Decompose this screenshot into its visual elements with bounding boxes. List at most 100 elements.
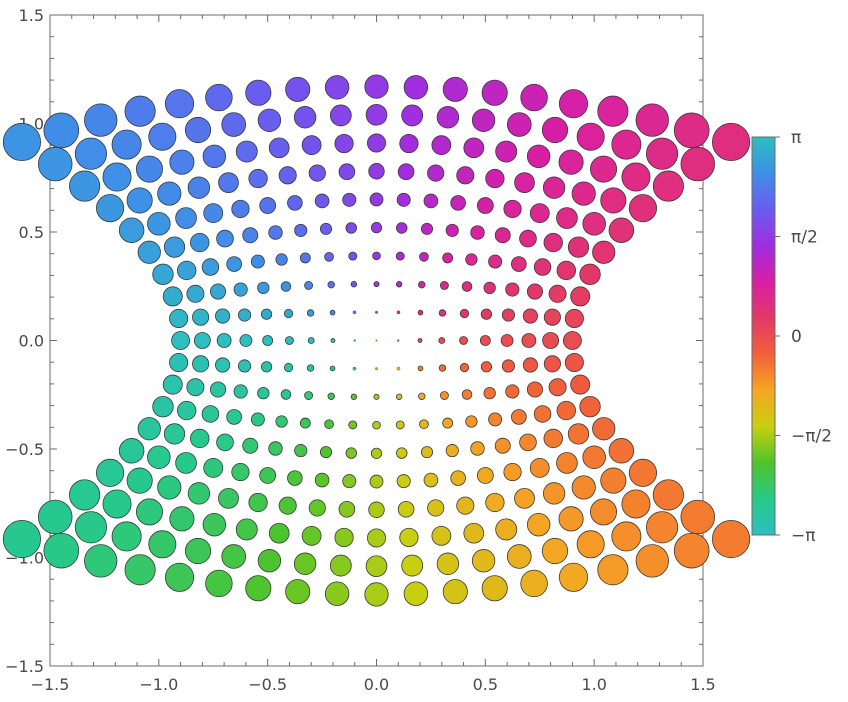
scatter-point [600, 467, 627, 494]
scatter-point [558, 89, 589, 119]
scatter-point [231, 462, 250, 482]
scatter-point [459, 362, 470, 373]
scatter-point [556, 260, 577, 281]
scatter-point [480, 361, 493, 373]
scatter-point [319, 446, 333, 459]
scatter-point [503, 199, 522, 219]
scatter-point [645, 137, 679, 170]
scatter-point [169, 308, 189, 328]
scatter-point [608, 438, 635, 464]
x-tick-label: −1.0 [139, 675, 178, 694]
scatter-point [463, 522, 485, 544]
scatter-point [395, 420, 405, 430]
scatter-point [192, 308, 210, 326]
scatter-point [221, 112, 247, 137]
scatter-point [431, 135, 452, 156]
scatter-point [445, 444, 459, 458]
scatter-point [420, 222, 434, 235]
colorbar-label: 0 [791, 327, 802, 347]
scatter-point [418, 280, 426, 289]
scatter-points [2, 74, 751, 607]
scatter-point [481, 79, 508, 106]
scatter-point [372, 251, 381, 261]
scatter-point [324, 75, 350, 100]
scatter-point [506, 544, 532, 569]
scatter-point [543, 232, 563, 253]
scatter-point [235, 518, 258, 541]
scatter-point [338, 163, 356, 180]
scatter-point [541, 116, 569, 144]
scatter-point [96, 458, 125, 487]
scatter-point [450, 470, 466, 486]
scatter-point [301, 135, 322, 156]
scatter-point [571, 181, 596, 206]
scatter-point [485, 492, 505, 513]
scatter-point [205, 83, 233, 112]
scatter-point [542, 176, 566, 199]
scatter-point [169, 353, 189, 373]
scatter-point [242, 227, 259, 244]
scatter-point [370, 447, 383, 459]
scatter-point [450, 195, 466, 211]
scatter-point [431, 525, 452, 546]
scatter-point [306, 309, 315, 317]
scatter-point [375, 339, 378, 342]
scatter-point [396, 447, 408, 459]
scatter-point [345, 222, 357, 234]
scatter-point [471, 549, 496, 573]
scatter-point [307, 337, 315, 344]
scatter-point [372, 420, 381, 430]
scatter-point [126, 187, 153, 214]
scatter-point [533, 258, 552, 276]
scatter-point [137, 240, 161, 264]
scatter-point [483, 281, 496, 295]
scatter-point [368, 163, 385, 180]
scatter-point [582, 445, 606, 470]
scatter-point [324, 251, 334, 262]
scatter-point [556, 207, 578, 229]
scatter-point [558, 149, 584, 175]
scatter-point [522, 357, 538, 373]
scatter-point [314, 193, 330, 209]
scatter-point [635, 544, 669, 578]
scatter-point [505, 384, 520, 399]
scatter-point [470, 441, 485, 456]
scatter-point [548, 284, 567, 303]
scatter-point [592, 240, 616, 264]
scatter-point [245, 575, 272, 602]
scatter-point [364, 74, 389, 99]
scatter-point [597, 554, 629, 586]
scatter-point [533, 405, 552, 423]
scatter-point [259, 467, 277, 484]
scatter-point [403, 75, 429, 100]
scatter-point [494, 437, 511, 454]
scatter-point [260, 361, 273, 373]
scatter-point [611, 521, 642, 552]
scatter-point [471, 108, 496, 132]
scatter-point [334, 527, 354, 548]
scatter-point [571, 475, 596, 500]
scatter-point [635, 103, 669, 137]
scatter-point [285, 579, 311, 605]
scatter-point [210, 381, 227, 398]
scatter-point [711, 122, 751, 162]
scatter-point [233, 282, 248, 297]
scatter-point [495, 140, 518, 163]
scatter-point [43, 112, 80, 149]
scatter-point [501, 308, 515, 322]
x-tick-label: −0.5 [248, 675, 287, 694]
scatter-point [162, 286, 183, 307]
scatter-point [459, 308, 470, 319]
scatter-point [259, 197, 277, 214]
scatter-point [239, 334, 253, 347]
scatter-point [645, 511, 679, 544]
scatter-point [511, 256, 527, 272]
y-tick-label: 0.5 [19, 223, 44, 242]
scatter-point [396, 366, 401, 371]
scatter-point [226, 409, 242, 425]
scatter-point [503, 462, 522, 482]
scatter-point [294, 444, 308, 458]
scatter-point [124, 554, 156, 586]
scatter-point [419, 251, 429, 262]
scatter-point [102, 162, 132, 192]
